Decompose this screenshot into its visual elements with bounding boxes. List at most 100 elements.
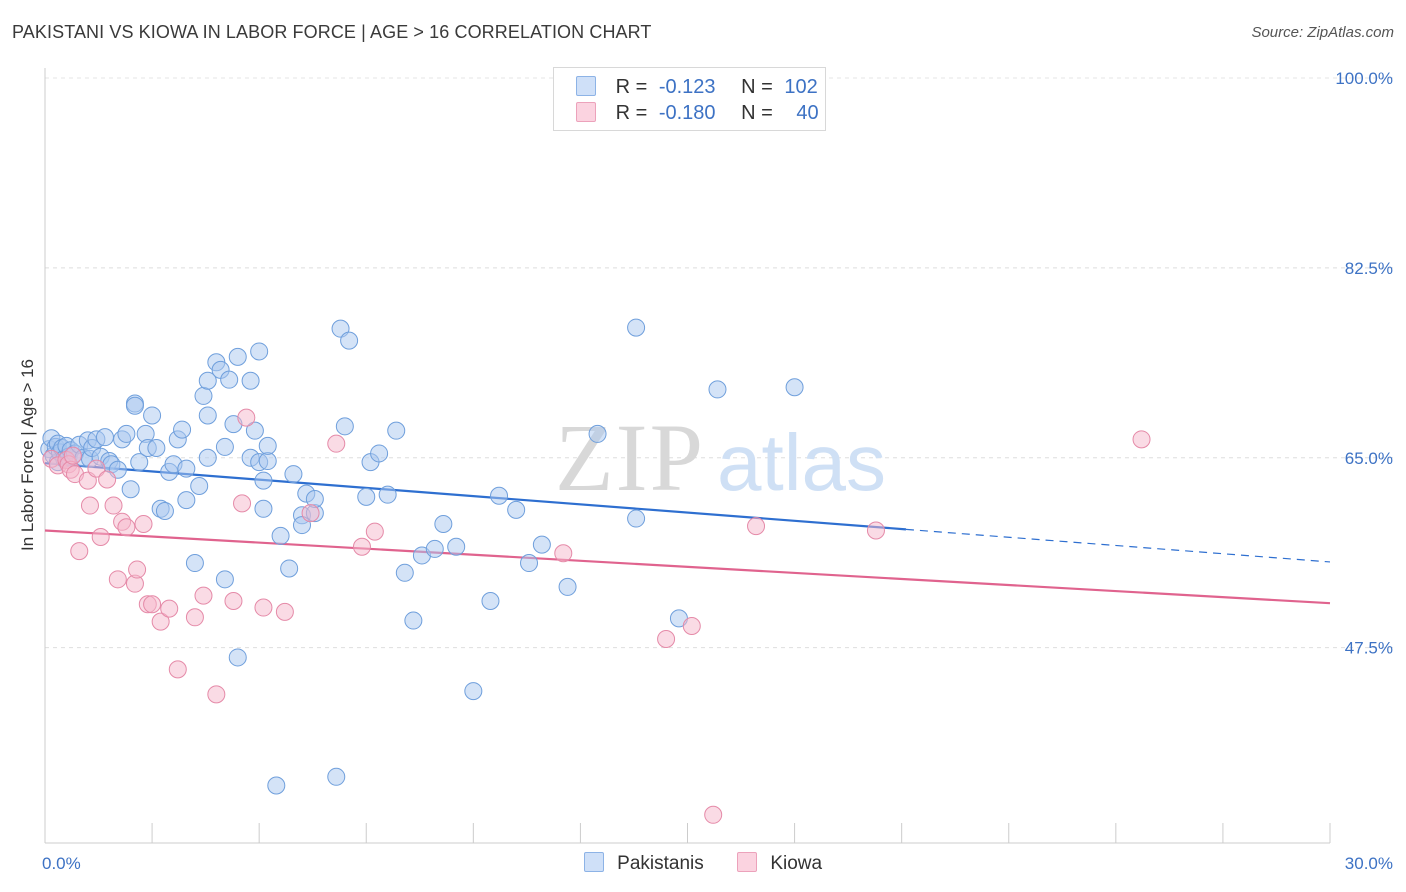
point-pakistanis [520,554,539,573]
legend-item-kiowa[interactable]: Kiowa [737,852,822,875]
legend-n-label: N = [741,102,773,124]
point-kiowa [194,586,213,605]
point-pakistanis [250,342,269,361]
point-pakistanis [280,559,299,578]
point-kiowa [327,434,346,453]
point-pakistanis [387,421,406,440]
point-pakistanis [340,331,359,350]
point-kiowa [80,496,99,515]
point-pakistanis [558,577,577,596]
point-pakistanis [327,767,346,786]
point-pakistanis [507,500,526,519]
point-pakistanis [95,428,114,447]
point-pakistanis [434,514,453,533]
series-legend: Pakistanis Kiowa [0,852,1406,875]
point-pakistanis [198,448,217,467]
point-kiowa [233,494,252,513]
point-kiowa [704,805,723,824]
point-kiowa [275,602,294,621]
point-pakistanis [245,421,264,440]
point-pakistanis [241,371,260,390]
legend-item-pakistanis[interactable]: Pakistanis [583,852,704,875]
legend-swatch-pakistanis [583,852,604,872]
point-kiowa [301,504,320,523]
point-kiowa [352,537,371,556]
point-pakistanis [228,347,247,366]
point-kiowa [657,630,676,648]
legend-swatch-pakistanis [576,76,596,96]
point-kiowa [108,570,127,589]
point-pakistanis [404,611,423,630]
point-pakistanis [335,417,354,436]
x-tick-label: 30.0% [1345,854,1393,873]
point-pakistanis [254,471,273,490]
point-kiowa [207,685,226,704]
point-kiowa [254,598,273,617]
point-pakistanis [173,420,192,439]
stats-legend: R = -0.123 N = 102 R = -0.180 N = 40 [553,67,826,131]
point-pakistanis [258,436,277,455]
point-kiowa [682,616,701,635]
legend-n-value: 102 [784,76,818,98]
point-kiowa [87,459,106,478]
point-kiowa [63,446,82,465]
point-pakistanis [532,535,551,554]
point-kiowa [91,528,110,546]
legend-n-value: 40 [796,102,819,124]
point-pakistanis [215,437,234,456]
legend-label-pakistanis: Pakistanis [617,853,704,874]
point-pakistanis [121,480,140,499]
point-pakistanis [627,509,646,528]
data-points [40,318,1151,824]
point-pakistanis [588,424,607,443]
point-kiowa [160,599,179,618]
point-pakistanis [198,371,217,390]
point-pakistanis [425,539,444,558]
point-pakistanis [378,485,397,504]
point-pakistanis [215,570,234,589]
legend-r-value: -0.123 [658,76,716,98]
point-pakistanis [130,453,149,472]
legend-r-label: R = [615,76,648,98]
x-tick-label: 0.0% [42,854,81,873]
point-kiowa [1132,430,1151,449]
point-kiowa [237,408,256,427]
point-kiowa [104,496,123,515]
point-pakistanis [185,554,204,573]
legend-swatch-kiowa [576,102,596,122]
point-pakistanis [481,592,500,611]
point-pakistanis [271,526,290,545]
point-pakistanis [143,406,162,425]
point-kiowa [128,560,147,579]
watermark: ZIP atlas [555,404,886,511]
point-pakistanis [177,491,196,510]
tick-labels: 100.0% 82.5% 65.0% 47.5% 0.0% 30.0% [42,69,1393,873]
point-pakistanis [357,487,376,506]
point-kiowa [134,514,153,533]
point-pakistanis [220,370,239,389]
point-pakistanis [258,452,277,471]
point-kiowa [168,660,187,679]
point-pakistanis [490,486,509,505]
point-pakistanis [147,439,166,458]
point-pakistanis [267,776,286,795]
point-kiowa [866,521,885,540]
point-pakistanis [117,424,136,443]
y-tick-label: 65.0% [1345,449,1393,468]
point-pakistanis [190,477,209,495]
point-pakistanis [155,501,174,520]
legend-r-label: R = [615,102,648,124]
point-pakistanis [198,406,217,425]
point-kiowa [70,542,89,561]
point-pakistanis [447,537,466,556]
chart-title: PAKISTANI VS KIOWA IN LABOR FORCE | AGE … [12,22,652,42]
point-kiowa [224,592,243,611]
gridlines [45,77,1393,649]
point-kiowa [143,595,162,614]
point-kiowa [117,518,136,537]
point-pakistanis [177,459,196,478]
legend-label-kiowa: Kiowa [770,853,823,874]
point-pakistanis [228,648,247,667]
legend-r-value: -0.180 [658,102,716,124]
y-tick-label: 47.5% [1345,639,1393,658]
